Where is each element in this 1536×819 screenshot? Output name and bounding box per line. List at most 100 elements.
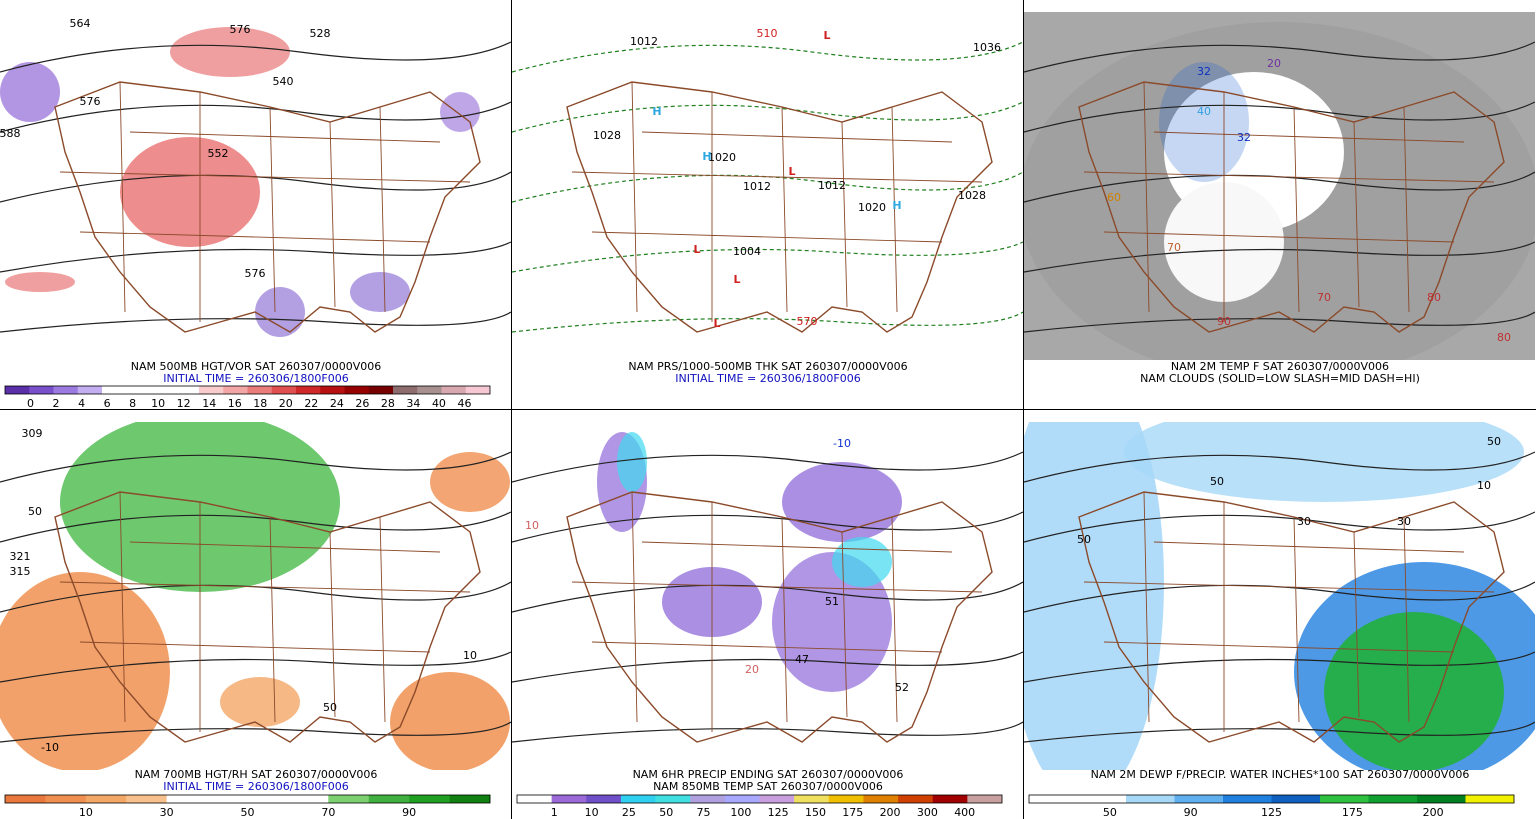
colorbar-label: 50 [659,806,673,819]
colorbar-label: 28 [381,397,395,410]
contour-label: 309 [22,427,43,440]
colorbar-segment [53,386,79,394]
caption: NAM CLOUDS (SOLID=LOW SLASH=MID DASH=HI) [1140,372,1420,385]
contour-label: L [788,165,795,178]
colorbar-segment [393,386,418,394]
map-inner: 309 315 321 50 10 50 -10 [0,422,511,770]
field-shade [220,677,300,727]
colorbar-label: 100 [730,806,751,819]
field-shade [120,137,260,247]
colorbar-label: 90 [1184,806,1198,819]
contour-label: 10 [463,649,477,662]
colorbar-segment [620,795,656,803]
map-inner: 50 50 30 30 10 50 [1024,422,1535,770]
colorbar-segment [759,795,795,803]
colorbar-label: 16 [228,397,242,410]
colorbar-segment [794,795,830,803]
caption: NAM 2M TEMP F SAT 260307/0000V006 [1171,360,1389,373]
contour-label: 315 [10,565,31,578]
colorbar-border [516,794,1003,804]
colorbar-segment [1077,795,1127,803]
colorbar-segment [655,795,691,803]
country-outline [566,491,993,743]
contour-label: 1020 [708,151,736,164]
caption: NAM 850MB TEMP SAT 260307/0000V006 [653,780,883,793]
map: 564 576 528 540 552 576 588 576 [0,12,511,360]
contour-label: 52 [895,681,909,694]
contour-label: 47 [795,653,809,666]
field-shade [5,272,75,292]
contour-label: 1020 [858,201,886,214]
field-shade [350,272,410,312]
colorbar-label: 10 [585,806,599,819]
colorbar-segment [1223,795,1272,803]
colorbar-segment [77,386,103,394]
contour-label: -10 [41,741,59,754]
contour-label: 20 [745,663,759,676]
contour-label: 60 [1107,191,1121,204]
field-shade [255,287,305,337]
colorbar-segment [247,795,289,803]
colorbar-label: 200 [880,806,901,819]
colorbar-label: 175 [842,806,863,819]
contour-label: 540 [273,75,294,88]
map-inner: 1012 1028 1020 1012 1004 1012 1020 1036 1028 570 5… [512,27,1023,333]
colorbar-label: 24 [330,397,344,410]
colorbar-label: 70 [321,806,335,819]
contour-label: 70 [1167,241,1181,254]
map-inner: 564 576 528 540 552 576 588 576 [0,17,511,337]
contour-label: 50 [1077,533,1091,546]
caption: INITIAL TIME = 260306/1800F006 [163,780,348,793]
colorbar-segment [29,386,54,394]
colorbar-segment [586,795,622,803]
colorbar-label: 30 [160,806,174,819]
contour-label: 321 [10,550,31,563]
colorbar-label: 34 [406,397,420,410]
colorbar-label: 22 [304,397,318,410]
colorbar-segment [1368,795,1418,803]
contour-label: 20 [1267,57,1281,70]
contour-label: L [733,273,740,286]
map: 1012 1028 1020 1012 1004 1012 1020 1036 1028 570 5… [512,12,1023,360]
colorbar-segment [863,795,899,803]
contour-label: H [652,105,661,118]
colorbar-segment [967,795,1003,803]
colorbar-segment [45,795,87,803]
contour-lines [512,451,1023,743]
colorbar-label: 200 [1423,806,1444,819]
contour-label: 51 [825,595,839,608]
colorbar-segment [287,795,329,803]
colorbar-border [1028,794,1515,804]
contour-label: -10 [833,437,851,450]
panel: 32 20 32 40 60 70 80 90 70 80 NAM 2M TEMP F SAT 26… [1024,12,1535,385]
colorbar-segment [1126,795,1175,803]
contour-label: 588 [0,127,21,140]
colorbar-label: 125 [1261,806,1282,819]
colorbar-label: 90 [402,806,416,819]
field-shade [782,462,902,542]
colorbar-label: 0 [27,397,34,410]
contour-label: L [823,29,830,42]
colorbar-label: 26 [355,397,369,410]
field-shade [1324,612,1504,770]
colorbar-segment [85,795,127,803]
colorbar-border [4,794,491,804]
colorbar-segment [409,795,450,803]
contour-label: 80 [1497,331,1511,344]
contour-label: 32 [1197,65,1211,78]
caption: INITIAL TIME = 260306/1800F006 [675,372,860,385]
contour-label: 510 [757,27,778,40]
contour-label: 50 [28,505,42,518]
panel: 50 50 30 30 10 50 NAM 2M DEWP F/PRECIP. WATER … [1024,422,1535,819]
panel: -10 10 20 47 52 51 NAM 6HR PRECIP ENDING SAT 2… [512,422,1023,819]
colorbar-segment [551,795,587,803]
contour-lines [1024,41,1535,333]
contour-lines [1024,451,1535,743]
colorbar-segment [1029,795,1078,803]
contour-label: 30 [1397,515,1411,528]
colorbar-label: 10 [151,397,165,410]
colorbar-segment [5,386,30,394]
colorbar-segment [320,386,345,394]
colorbar-segment [247,386,273,394]
